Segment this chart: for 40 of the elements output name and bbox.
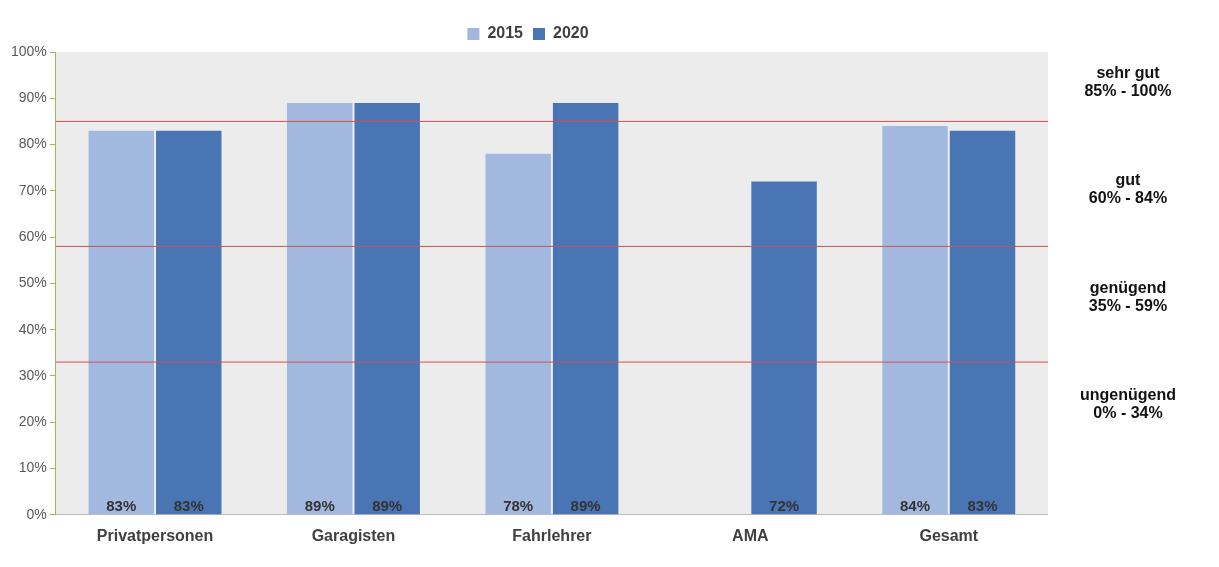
- text: 78%: [503, 496, 534, 514]
- text: 89%: [570, 496, 601, 514]
- y-tick-label: 20%: [18, 413, 47, 430]
- text: sehr gut 85% - 100%: [1083, 63, 1173, 100]
- legend-label: 2015: [487, 24, 524, 42]
- text: 89%: [372, 496, 403, 514]
- bar: [287, 102, 353, 515]
- legend-label: 2020: [553, 24, 589, 42]
- text: 72%: [769, 496, 800, 514]
- bar: [882, 126, 948, 515]
- y-tick-label: 80%: [18, 135, 47, 152]
- bar: [751, 181, 817, 515]
- x-tick-label: Fahrlehrer: [512, 526, 592, 544]
- y-tick-label: 90%: [18, 89, 47, 106]
- text: 83%: [173, 496, 204, 514]
- y-tick-label: 50%: [18, 274, 47, 291]
- text: 83%: [967, 496, 998, 514]
- bar: [552, 102, 619, 515]
- text: 84%: [900, 496, 931, 514]
- y-tick-label: 40%: [18, 320, 47, 337]
- y-tick-label: 10%: [18, 459, 47, 476]
- bar: [949, 130, 1016, 515]
- bar: [485, 153, 551, 515]
- text: gut 60% - 84%: [1087, 171, 1169, 208]
- y-tick-label: 70%: [18, 181, 47, 198]
- y-tick-label: 60%: [18, 227, 47, 244]
- text: genügend 35% - 59%: [1087, 278, 1169, 315]
- text: 89%: [304, 496, 335, 514]
- bar: [88, 130, 155, 515]
- bar: [354, 102, 420, 515]
- bar: [156, 130, 222, 515]
- y-tick-label: 100%: [10, 42, 47, 59]
- x-tick-label: Privatpersonen: [96, 526, 214, 544]
- text: ungenügend 0% - 34%: [1079, 386, 1177, 423]
- text: 83%: [106, 496, 137, 514]
- y-tick-label: 30%: [18, 366, 47, 383]
- x-tick-label: AMA: [732, 526, 770, 544]
- y-tick-label: 0%: [26, 505, 47, 522]
- x-tick-label: Gesamt: [919, 526, 979, 544]
- x-tick-label: Garagisten: [311, 526, 396, 544]
